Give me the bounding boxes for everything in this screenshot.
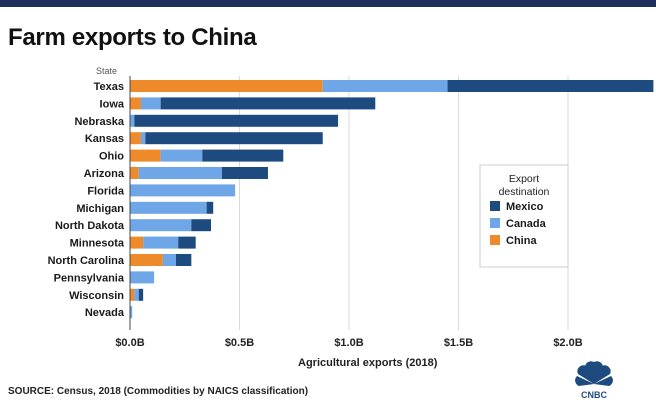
page-title: Farm exports to China <box>8 24 257 51</box>
source-note: SOURCE: Census, 2018 (Commodities by NAI… <box>8 386 309 397</box>
category-label: Michigan <box>76 203 124 215</box>
bar-segment-canada <box>138 167 222 179</box>
legend-box <box>479 164 569 268</box>
bar-segment-mexico <box>191 219 212 232</box>
category-label: Nebraska <box>74 116 124 128</box>
bar-segment-canada <box>130 201 207 214</box>
bar-segment-mexico <box>178 236 196 249</box>
bar-segment-china <box>130 80 323 92</box>
bar-segment-canada <box>130 184 236 197</box>
category-label: Ohio <box>99 151 124 163</box>
bar-segment-mexico <box>134 114 339 127</box>
legend-swatch-canada <box>490 218 500 228</box>
bar-segment-china <box>130 132 141 145</box>
category-label: Texas <box>94 81 124 93</box>
x-tick-label: $0.5B <box>225 337 254 349</box>
category-label: North Dakota <box>55 220 125 232</box>
y-axis-title: State <box>96 66 117 76</box>
bar-segment-mexico <box>202 149 284 162</box>
category-label: Pennsylvania <box>54 272 125 284</box>
bar-segment-canada <box>130 114 135 127</box>
bar-segment-canada <box>130 306 133 319</box>
bar-segment-mexico <box>447 80 654 92</box>
legend-title: Export <box>509 173 539 185</box>
x-axis-title: Agricultural exports (2018) <box>298 357 438 369</box>
legend-item-china: China <box>506 235 537 247</box>
svg-text:CNBC: CNBC <box>581 390 607 400</box>
bar-segment-mexico <box>175 254 192 266</box>
bar-segment-china <box>130 236 144 249</box>
bar-segment-canada <box>130 219 192 232</box>
category-label: Arizona <box>84 168 125 180</box>
bar-segment-china <box>130 254 163 266</box>
bar-segment-mexico <box>206 201 214 214</box>
bar-segment-canada <box>140 97 161 110</box>
bar-segment-canada <box>162 254 176 266</box>
bar-segment-canada <box>140 132 146 145</box>
bar-segment-canada <box>134 288 139 301</box>
legend-title: destination <box>499 186 550 198</box>
bar-segment-mexico <box>138 288 144 301</box>
top-rule <box>0 0 656 7</box>
bar-segment-china <box>130 167 139 179</box>
legend-item-mexico: Mexico <box>506 201 544 213</box>
legend-item-canada: Canada <box>506 218 547 230</box>
bar-segment-china <box>130 288 135 301</box>
category-label: Wisconsin <box>69 290 124 302</box>
bar-segment-canada <box>143 236 179 249</box>
legend-swatch-china <box>490 235 500 245</box>
x-tick-label: $0.0B <box>115 337 144 349</box>
category-label: Minnesota <box>70 238 125 250</box>
x-tick-label: $2.0B <box>553 337 582 349</box>
bar-segment-canada <box>160 149 203 162</box>
bar-segment-china <box>130 149 161 162</box>
cnbc-logo: CNBC <box>575 361 613 400</box>
bar-segment-mexico <box>145 132 323 145</box>
bar-segment-mexico <box>221 167 268 179</box>
bar-segment-canada <box>322 80 448 92</box>
bar-segment-mexico <box>160 97 376 110</box>
category-label: Kansas <box>85 133 124 145</box>
x-tick-label: $1.5B <box>444 337 473 349</box>
bar-segment-china <box>130 97 141 110</box>
legend-swatch-mexico <box>490 201 500 211</box>
category-label: Nevada <box>85 307 125 319</box>
category-label: Iowa <box>100 98 125 110</box>
category-label: North Carolina <box>48 255 125 267</box>
category-label: Florida <box>87 185 125 197</box>
bar-segment-canada <box>130 271 155 284</box>
x-tick-label: $1.0B <box>334 337 363 349</box>
